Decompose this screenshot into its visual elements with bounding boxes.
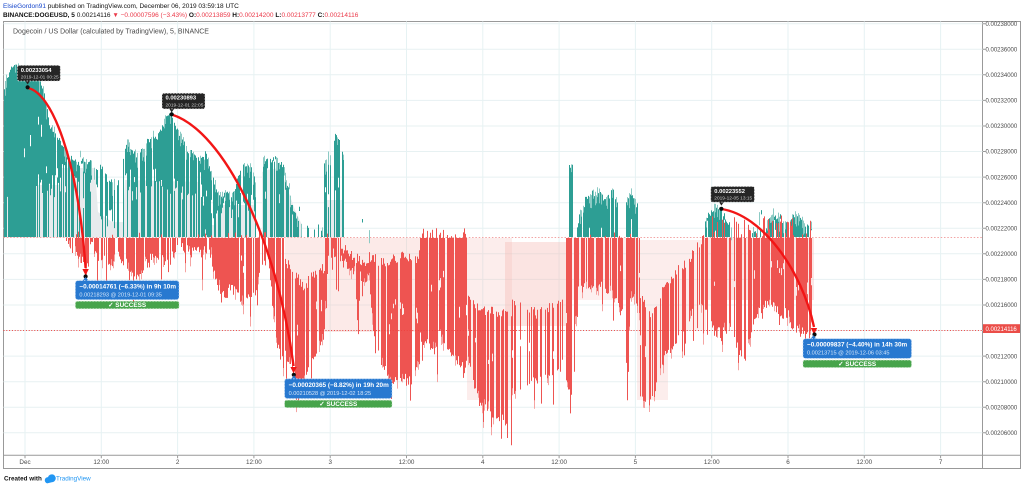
svg-text:12:00: 12:00 xyxy=(704,459,720,466)
svg-text:0.00238000: 0.00238000 xyxy=(986,22,1018,28)
svg-text:0.00208000: 0.00208000 xyxy=(986,405,1018,411)
svg-text:0.00224000: 0.00224000 xyxy=(986,201,1018,207)
svg-text:2019-12-01 00:25: 2019-12-01 00:25 xyxy=(21,74,59,80)
svg-text:Created with: Created with xyxy=(4,476,42,483)
svg-text:0.00216000: 0.00216000 xyxy=(986,303,1018,309)
svg-text:5: 5 xyxy=(634,459,638,466)
svg-text:0.00232000: 0.00232000 xyxy=(986,99,1018,105)
svg-text:0.00218293 @ 2019-12-01 09:35: 0.00218293 @ 2019-12-01 09:35 xyxy=(79,293,162,299)
svg-text:0.00218000: 0.00218000 xyxy=(986,278,1018,284)
svg-text:3: 3 xyxy=(328,459,332,466)
svg-text:✓ SUCCESS: ✓ SUCCESS xyxy=(319,401,358,408)
svg-text:7: 7 xyxy=(939,459,943,466)
svg-text:TradingView: TradingView xyxy=(56,476,91,483)
svg-text:0.00222000: 0.00222000 xyxy=(986,227,1018,233)
svg-text:4: 4 xyxy=(481,459,485,466)
svg-text:Dogecoin / US Dollar (calculat: Dogecoin / US Dollar (calculated by Trad… xyxy=(13,29,209,36)
svg-text:2019-12-01 22:05: 2019-12-01 22:05 xyxy=(166,102,204,108)
svg-text:−0.00014761 (−6.33%) in 9h 10m: −0.00014761 (−6.33%) in 9h 10m xyxy=(79,284,176,291)
svg-text:0.00223552: 0.00223552 xyxy=(714,189,745,195)
svg-text:2: 2 xyxy=(176,459,180,466)
svg-text:12:00: 12:00 xyxy=(856,459,872,466)
svg-text:0.00234000: 0.00234000 xyxy=(986,73,1018,79)
svg-text:✓ SUCCESS: ✓ SUCCESS xyxy=(838,361,877,368)
svg-text:0.00212000: 0.00212000 xyxy=(986,354,1018,360)
svg-text:0.00210000: 0.00210000 xyxy=(986,380,1018,386)
svg-text:−0.00009837 (−4.40%) in 14h 30: −0.00009837 (−4.40%) in 14h 30m xyxy=(807,342,908,349)
svg-text:−0.00020365 (−8.82%) in 19h 20: −0.00020365 (−8.82%) in 19h 20m xyxy=(289,382,390,389)
svg-text:2019-12-05 13:15: 2019-12-05 13:15 xyxy=(714,196,752,202)
svg-text:✓ SUCCESS: ✓ SUCCESS xyxy=(108,302,147,309)
svg-text:0.00226000: 0.00226000 xyxy=(986,175,1018,181)
svg-text:6: 6 xyxy=(786,459,790,466)
svg-text:0.00220000: 0.00220000 xyxy=(986,252,1018,258)
svg-text:12:00: 12:00 xyxy=(246,459,262,466)
svg-text:0.00206000: 0.00206000 xyxy=(986,431,1018,437)
svg-text:0.00210528 @ 2019-12-02 18:25: 0.00210528 @ 2019-12-02 18:25 xyxy=(289,391,372,397)
svg-text:0.00236000: 0.00236000 xyxy=(986,48,1018,54)
svg-text:BINANCE:DOGEUSD, 5 0.00214116: BINANCE:DOGEUSD, 5 0.00214116 ▼ −0.00007… xyxy=(3,12,359,19)
svg-text:Dec: Dec xyxy=(19,459,30,466)
svg-text:0.00228000: 0.00228000 xyxy=(986,150,1018,156)
svg-text:0.00233054: 0.00233054 xyxy=(21,68,52,74)
svg-text:0.00230893: 0.00230893 xyxy=(166,96,197,102)
svg-text:0.00214116: 0.00214116 xyxy=(986,327,1018,333)
svg-text:0.00230000: 0.00230000 xyxy=(986,124,1018,130)
svg-text:12:00: 12:00 xyxy=(551,459,567,466)
svg-text:ElsieGordon91 published on Tra: ElsieGordon91 published on TradingView.c… xyxy=(3,3,239,10)
svg-text:12:00: 12:00 xyxy=(399,459,415,466)
svg-text:0.00213715 @ 2019-12-06 03:45: 0.00213715 @ 2019-12-06 03:45 xyxy=(807,351,890,357)
svg-text:12:00: 12:00 xyxy=(93,459,109,466)
